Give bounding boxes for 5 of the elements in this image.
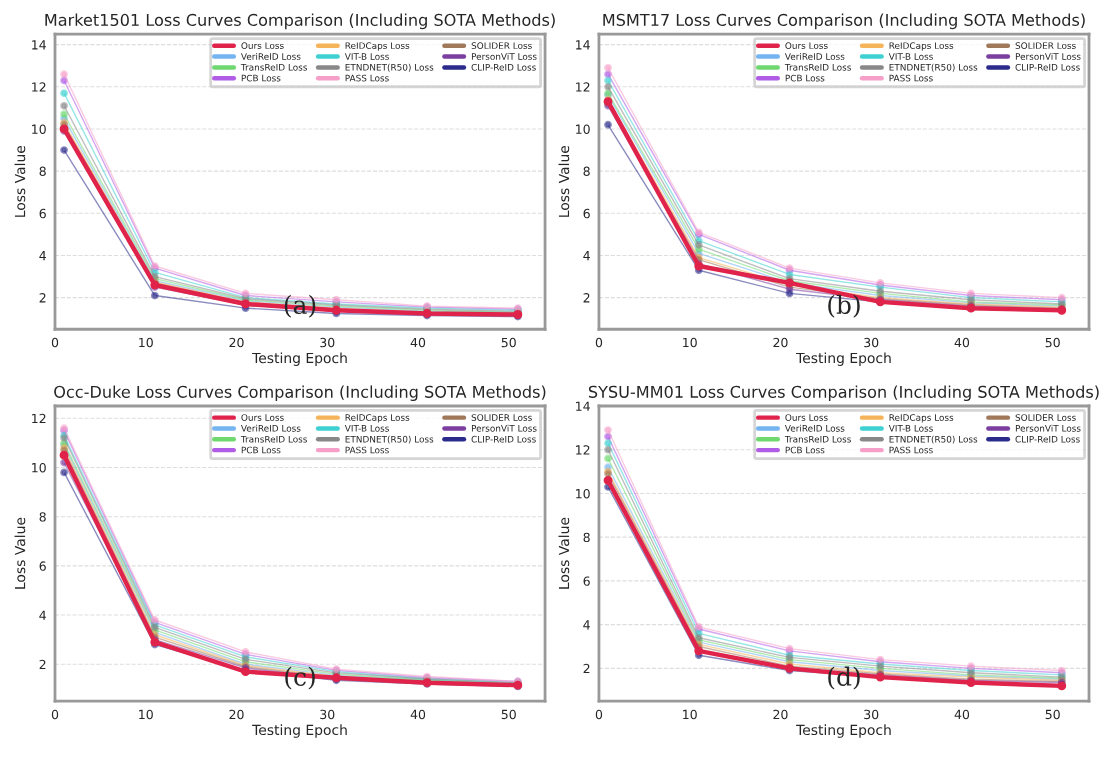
chart-title: Market1501 Loss Curves Comparison (Including SOTA Methods): [45, 13, 555, 30]
chart-title: Occ-Duke Loss Curves Comparison (Including SOTA Methods): [54, 385, 546, 402]
annotation: (b): [828, 294, 860, 318]
chart-title: SYSU-MM01 Loss Curves Comparison (Including SOTA Methods): [588, 385, 1099, 402]
chart-title: MSMT17 Loss Curves Comparison (Including SOTA Methods): [603, 13, 1085, 30]
